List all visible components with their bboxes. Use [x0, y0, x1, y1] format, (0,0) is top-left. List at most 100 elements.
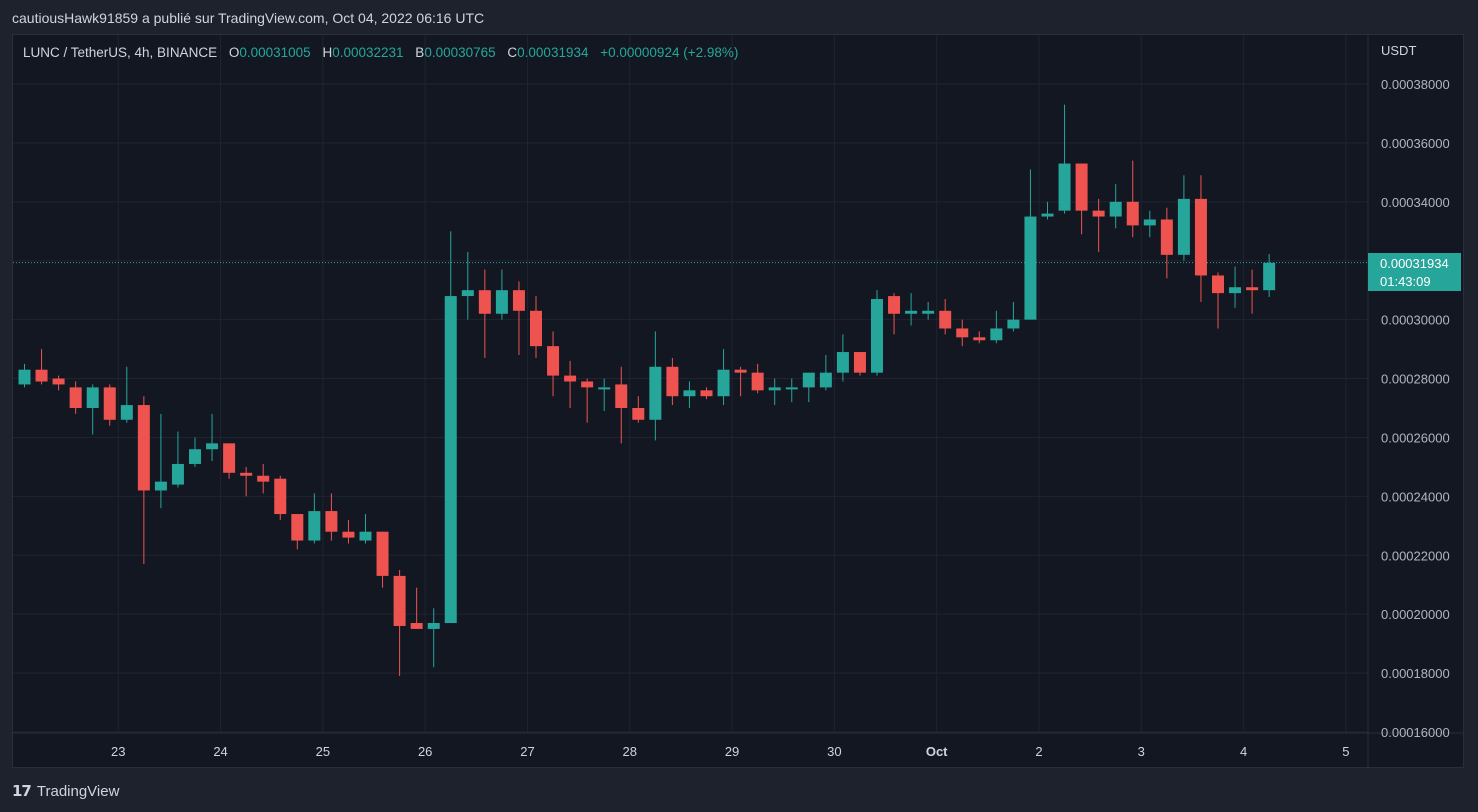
candle	[1024, 169, 1037, 320]
candle	[359, 514, 372, 544]
candle	[427, 608, 440, 668]
candle-body	[223, 443, 236, 473]
candle-body	[86, 387, 99, 408]
candle-body	[325, 511, 338, 532]
high-label: H	[322, 45, 333, 60]
candle	[1058, 104, 1071, 214]
candle-body	[564, 375, 577, 382]
candle	[1160, 207, 1173, 279]
price-tick-label: 0.00034000	[1381, 195, 1450, 210]
candle	[1143, 210, 1156, 238]
candles	[18, 104, 1276, 677]
candle	[410, 587, 423, 629]
candle-body	[342, 531, 355, 538]
candle	[240, 466, 253, 497]
low-label: B	[415, 45, 425, 60]
time-tick-label: 2	[1035, 744, 1042, 759]
candle-body	[206, 443, 219, 450]
change-value: +0.00000924 (+2.98%)	[600, 45, 739, 60]
time-tick-label: 28	[623, 744, 637, 759]
candle-body	[888, 296, 901, 314]
candle	[802, 372, 815, 403]
close-label: C	[507, 45, 518, 60]
candle	[530, 296, 542, 358]
candle-body	[257, 475, 270, 482]
candle	[35, 349, 48, 385]
candle-body	[615, 384, 628, 408]
currency-label: USDT	[1381, 43, 1417, 58]
price-tick-label: 0.00026000	[1381, 430, 1450, 445]
candle-body	[785, 387, 798, 390]
candle	[956, 319, 969, 347]
candle-body	[939, 310, 952, 329]
footer-brand[interactable]: 17 TradingView	[12, 782, 119, 800]
candle	[137, 396, 150, 565]
ohlc-legend: LUNC / TetherUS, 4h, BINANCE O0.00031005…	[23, 45, 738, 60]
tradingview-logo-icon: 17	[12, 782, 32, 800]
candle	[939, 299, 952, 335]
close-value: 0.00031934	[517, 45, 589, 60]
candle	[1041, 201, 1054, 220]
candle-body	[836, 352, 849, 373]
low-value: 0.00030765	[424, 45, 496, 60]
time-axis-labels: 23 24 25 26 27 28 29 30 Oct 2 3 4 5	[111, 744, 1349, 759]
time-tick-label: 27	[520, 744, 534, 759]
candle	[1212, 272, 1224, 329]
candle	[342, 519, 355, 544]
candle	[444, 231, 457, 624]
candle	[1007, 301, 1020, 332]
candle	[257, 463, 270, 494]
candle-body	[1041, 213, 1054, 217]
time-tick-label: 23	[111, 744, 125, 759]
candle-body	[990, 328, 1003, 341]
candle-body	[1229, 287, 1242, 294]
candle-body	[632, 408, 645, 420]
candle	[853, 352, 866, 376]
current-price-badge: 0.00031934 01:43:09	[1368, 253, 1461, 291]
candle	[632, 396, 645, 423]
candle	[1177, 175, 1190, 261]
candle	[86, 384, 99, 435]
candle	[547, 331, 560, 397]
candle-body	[1194, 198, 1207, 276]
candle-body	[120, 405, 133, 420]
candle-body	[1263, 262, 1276, 291]
candle-body	[240, 472, 253, 476]
candle	[1126, 160, 1139, 238]
candle	[1109, 184, 1122, 229]
candle	[512, 281, 525, 355]
candlestick-chart[interactable]: 0.000380000.000360000.000340000.00032000…	[13, 35, 1465, 769]
candle-body	[1246, 287, 1259, 291]
candle-body	[530, 310, 542, 347]
candle-body	[478, 290, 491, 314]
candle	[700, 387, 713, 400]
price-tick-label: 0.00020000	[1381, 607, 1450, 622]
candle	[103, 384, 116, 426]
candle	[683, 381, 696, 408]
candle	[291, 514, 304, 550]
candle-body	[1075, 163, 1088, 211]
candle	[1075, 163, 1088, 235]
price-tick-label: 0.00022000	[1381, 548, 1450, 563]
time-tick-label: 30	[827, 744, 841, 759]
candle-body	[905, 310, 918, 314]
candle	[836, 334, 849, 382]
candle	[154, 413, 167, 509]
candle-body	[495, 290, 508, 314]
candle	[393, 570, 406, 677]
candle	[206, 413, 219, 462]
price-tick-label: 0.00016000	[1381, 725, 1450, 740]
candle-body	[683, 390, 696, 397]
candle-body	[291, 514, 304, 541]
candle-body	[1160, 219, 1173, 255]
open-label: O	[228, 45, 240, 60]
candle-body	[547, 346, 560, 376]
chart-panel[interactable]: 0.000380000.000360000.000340000.00032000…	[12, 34, 1465, 769]
candle	[581, 378, 594, 423]
candle-body	[154, 481, 167, 491]
candle	[990, 310, 1003, 344]
candle-body	[1109, 201, 1122, 217]
candle-body	[1058, 163, 1071, 211]
candle-body	[802, 372, 815, 388]
candle	[223, 443, 236, 479]
